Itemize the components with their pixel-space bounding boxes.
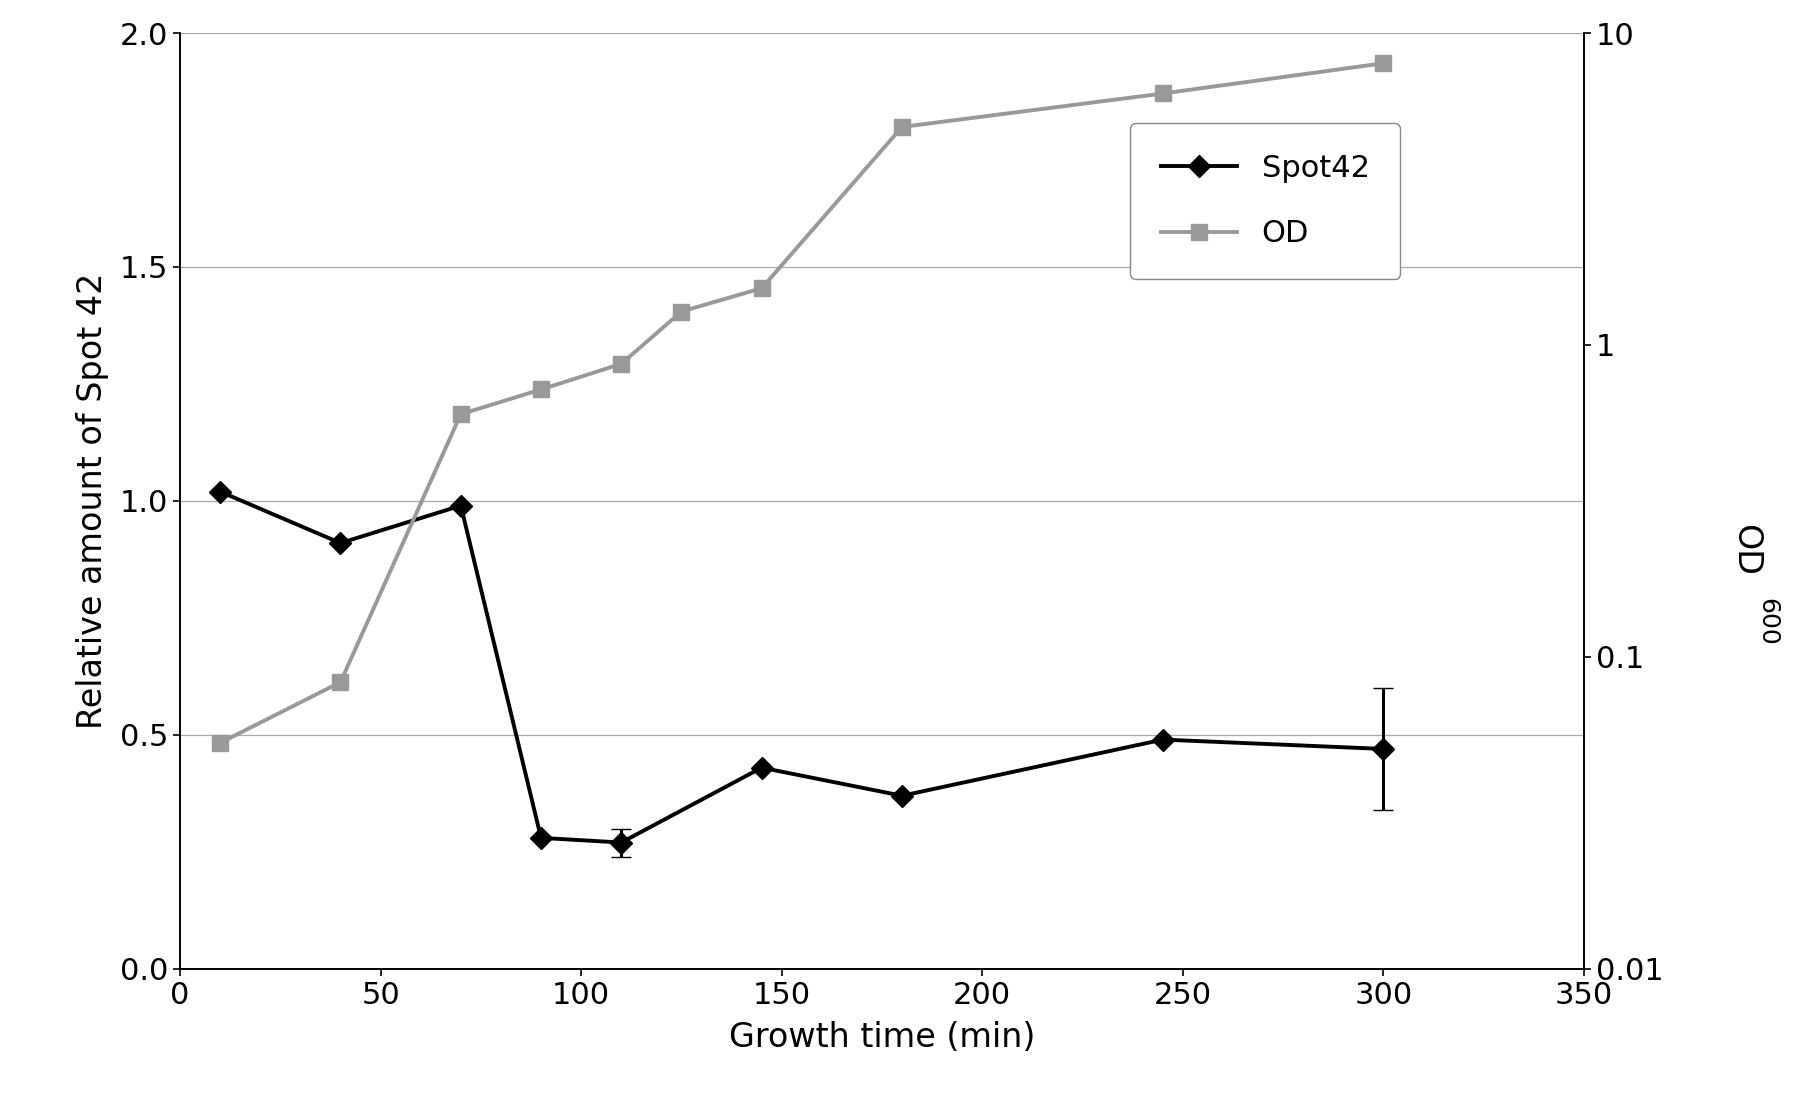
OD — [610, 357, 632, 370]
Legend: Spot42, OD: Spot42, OD — [1130, 123, 1400, 279]
Y-axis label: Relative amount of Spot 42: Relative amount of Spot 42 — [76, 273, 108, 729]
Spot42 — [450, 499, 472, 512]
OD — [671, 305, 693, 318]
OD — [450, 407, 472, 421]
Spot42 — [891, 789, 913, 803]
Spot42 — [1152, 733, 1174, 746]
OD — [1152, 87, 1174, 100]
Line: OD: OD — [212, 56, 1391, 751]
Text: OD: OD — [1730, 524, 1762, 577]
OD — [1373, 56, 1395, 69]
OD — [329, 676, 351, 689]
Text: 600: 600 — [1755, 598, 1780, 646]
OD — [209, 737, 230, 750]
OD — [531, 383, 553, 396]
Spot42 — [751, 761, 772, 774]
OD — [891, 120, 913, 133]
Spot42 — [610, 836, 632, 849]
Spot42 — [329, 536, 351, 549]
Line: Spot42: Spot42 — [212, 484, 1391, 850]
Spot42 — [531, 831, 553, 844]
Spot42 — [1373, 742, 1395, 755]
Spot42 — [209, 484, 230, 498]
OD — [751, 282, 772, 295]
X-axis label: Growth time (min): Growth time (min) — [729, 1021, 1035, 1054]
